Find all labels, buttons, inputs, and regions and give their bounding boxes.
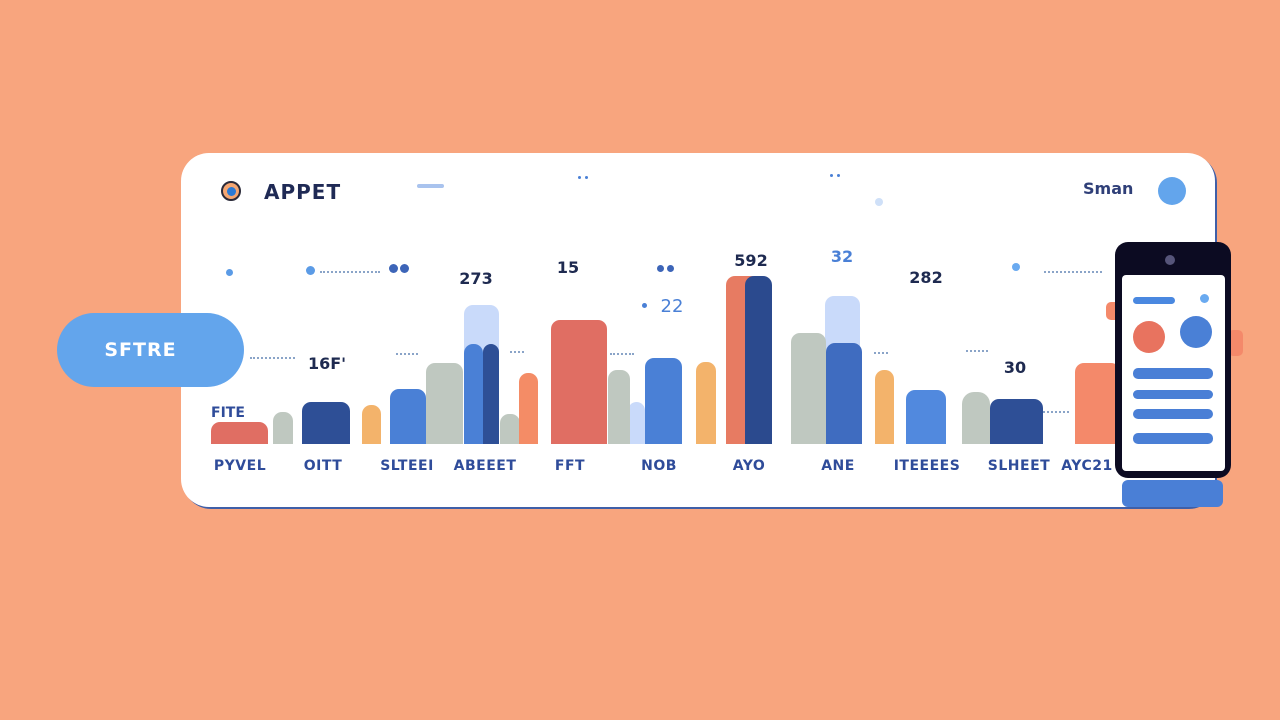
chart-bar — [426, 363, 463, 444]
dash-line — [874, 352, 888, 354]
chart-bar — [990, 398, 1043, 444]
phone-illustration — [1115, 242, 1231, 478]
header-dash — [417, 184, 444, 188]
dash-line — [1044, 271, 1102, 273]
phone-circle-icon — [1180, 316, 1212, 348]
category-label: SLHEET — [987, 458, 1051, 474]
legend-dot — [1012, 263, 1020, 271]
category-label: NOB — [641, 458, 677, 474]
chart-bar-segment — [464, 343, 483, 444]
chart-bar — [875, 370, 894, 444]
value-label: 282 — [909, 268, 943, 287]
header-dot — [578, 176, 581, 179]
value-label: 32 — [830, 247, 854, 266]
phone-dot — [1200, 294, 1209, 303]
dash-line — [1043, 411, 1069, 413]
chart-bar — [519, 373, 538, 444]
sftre-button-label: SFTRE — [104, 339, 177, 361]
chart-bar — [696, 361, 716, 444]
category-label: OITT — [303, 458, 343, 474]
chart-bar — [608, 370, 630, 444]
phone-screen — [1122, 275, 1225, 471]
chart-bar — [628, 402, 645, 444]
user-avatar[interactable] — [1158, 177, 1186, 205]
phone-line — [1133, 297, 1175, 304]
chart-bar — [302, 402, 350, 444]
phone-circle-icon — [1133, 321, 1165, 353]
left-axis-label: FITE — [211, 405, 245, 421]
legend-dot — [657, 265, 664, 272]
dash-line — [320, 271, 380, 273]
legend-dot — [306, 266, 315, 275]
category-label: ANE — [821, 458, 855, 474]
chart-bar — [273, 412, 293, 444]
header-dot — [585, 176, 588, 179]
phone-side-tab — [1228, 330, 1243, 356]
chart-bar-segment — [826, 343, 862, 444]
dashboard-card — [181, 153, 1215, 507]
dash-line — [510, 351, 524, 353]
chart-bar-segment — [745, 276, 772, 444]
category-label: AYO — [732, 458, 766, 474]
phone-camera-icon — [1165, 255, 1175, 265]
chart-bar — [211, 422, 268, 444]
chart-bar — [551, 319, 607, 444]
chart-bar-segment — [483, 343, 499, 444]
phone-line — [1133, 390, 1213, 399]
category-label: SLTEEI — [380, 458, 434, 474]
header-dot — [875, 198, 883, 206]
legend-dot — [389, 264, 398, 273]
legend-dot — [226, 269, 233, 276]
chart-bar — [362, 405, 381, 444]
category-label: ABEEET — [453, 458, 517, 474]
value-label: 22 — [660, 296, 684, 317]
category-label: ITEEEES — [893, 458, 961, 474]
category-label: PYVEL — [213, 458, 267, 474]
category-label: AYC21 — [1061, 458, 1113, 474]
chart-bar — [791, 333, 826, 444]
value-label: 16F' — [307, 354, 347, 373]
value-label: 15 — [556, 258, 580, 277]
legend-dot — [400, 264, 409, 273]
dash-line — [610, 353, 634, 355]
header-dot — [837, 174, 840, 177]
chart-bar — [500, 413, 520, 444]
phone-stand — [1122, 480, 1223, 507]
sftre-button[interactable]: SFTRE — [57, 313, 244, 387]
chart-bar — [962, 392, 990, 444]
phone-line — [1133, 368, 1213, 379]
legend-dot — [667, 265, 674, 272]
value-label: 30 — [1003, 358, 1027, 377]
category-label: FFT — [554, 458, 586, 474]
chart-bar — [1075, 363, 1120, 444]
chart-bar — [906, 390, 946, 444]
header-dot — [830, 174, 833, 177]
dash-line — [250, 357, 295, 359]
chart-bar — [390, 388, 426, 444]
app-logo-icon — [221, 181, 241, 201]
app-title: APPET — [264, 180, 342, 204]
phone-line — [1133, 409, 1213, 419]
dash-line — [966, 350, 988, 352]
chart-bar — [645, 358, 682, 444]
dash-line — [396, 353, 418, 355]
value-label: 273 — [459, 269, 493, 288]
value-label: 592 — [734, 251, 768, 270]
value-dot — [642, 303, 647, 308]
user-name[interactable]: Sman — [1083, 179, 1134, 198]
phone-line — [1133, 433, 1213, 444]
